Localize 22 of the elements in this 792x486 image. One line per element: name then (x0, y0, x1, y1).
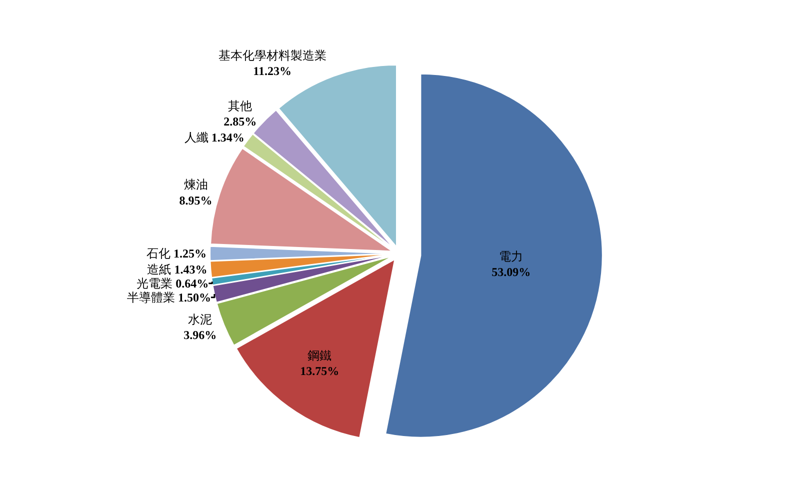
slice-label: 其他 (228, 99, 252, 114)
slice-label: 造紙 (147, 262, 172, 276)
data-label: 0.64% (176, 276, 209, 290)
data-label: 11.23% (253, 64, 292, 78)
data-label: 1.34% (211, 130, 244, 145)
slice-label: 煉油 (184, 178, 208, 192)
slice-label: 光電業 (136, 276, 173, 290)
data-label: 53.09% (492, 265, 531, 280)
slice-label: 基本化學材料製造業 (218, 48, 326, 62)
slice-label: 半導體業 (126, 290, 175, 304)
data-label: 3.96% (184, 328, 217, 342)
data-label: 13.75% (300, 364, 340, 378)
data-label: 1.50% (178, 290, 211, 304)
slice-label: 水泥 (188, 312, 212, 326)
slice-label: 電力 (499, 250, 524, 264)
data-label: 2.85% (224, 114, 257, 129)
slice-label: 鋼鐵 (308, 348, 332, 362)
slice-label: 人纖 (184, 130, 208, 145)
data-label: 8.95% (179, 193, 212, 208)
data-label: 1.43% (174, 262, 208, 276)
slice-label: 石化 (146, 246, 171, 260)
data-label: 1.25% (174, 246, 207, 260)
